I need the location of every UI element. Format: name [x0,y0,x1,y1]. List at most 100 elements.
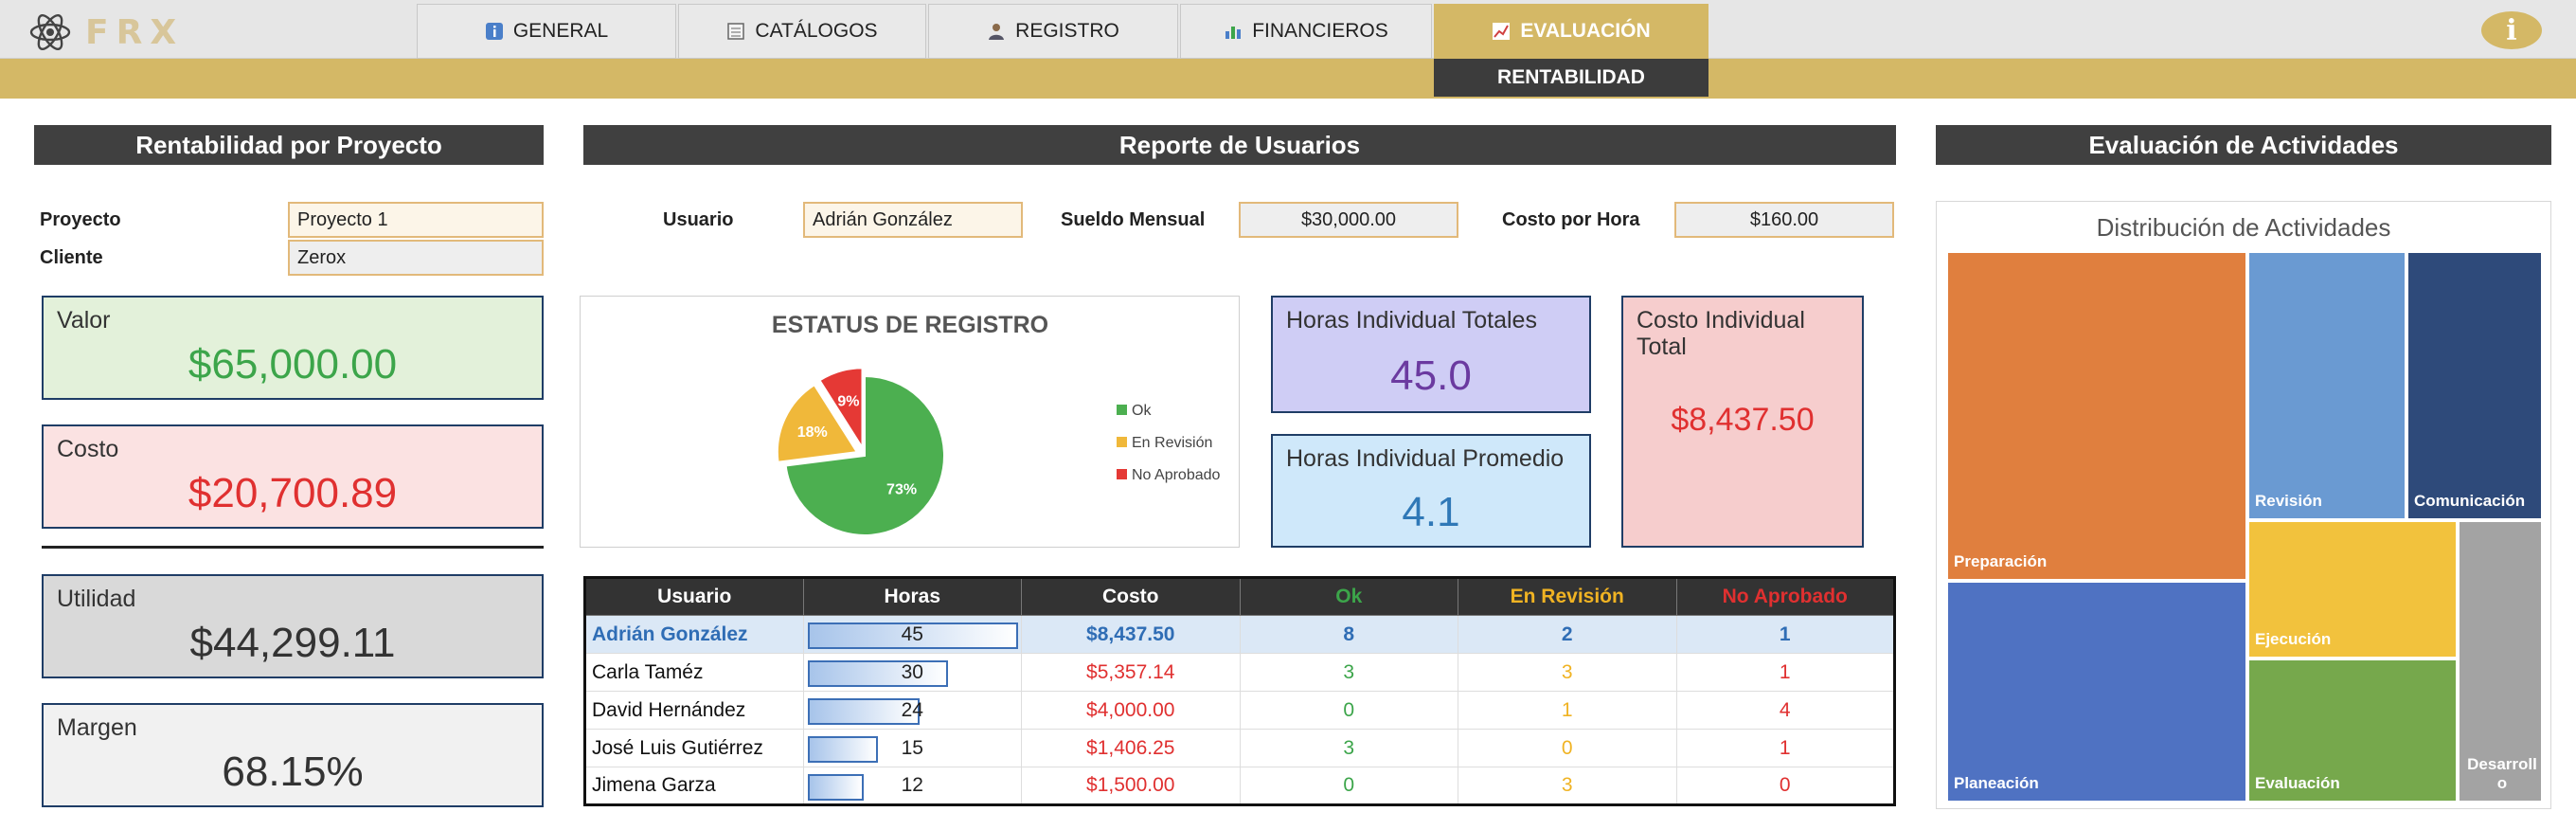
tab-financieros[interactable]: FINANCIEROS [1180,4,1432,59]
cell-usuario: Adrián González [584,615,803,654]
costo-total-value: $8,437.50 [1671,402,1815,438]
cell-no-aprobado: 1 [1675,653,1895,692]
cell-horas: 15 [802,729,1022,767]
col-revision: En Revisión [1458,577,1677,616]
cell-ok: 3 [1239,729,1458,767]
divider [42,546,544,549]
proyecto-label: Proyecto [40,209,121,230]
app-logo: FRX [28,6,184,59]
catalog-icon [727,23,745,40]
cell-no-aprobado: 0 [1675,767,1895,805]
treemap-chart: Distribución de Actividades Preparación P… [1936,201,2551,809]
usuario-field[interactable]: Adrián González [803,202,1023,238]
hours-bar [807,774,864,801]
tab-label: CATÁLOGOS [755,20,878,42]
costo-total-label: Costo Individual Total [1637,307,1805,360]
col-no-aprobado: No Aprobado [1675,577,1895,616]
bar-chart-icon [1225,27,1242,39]
margen-value: 68.15% [222,749,364,795]
line-chart-icon [1493,23,1511,40]
treemap-label: Evaluación [2255,774,2340,792]
hours-value: 45 [901,622,923,645]
info-button[interactable]: i [2481,11,2542,49]
subtab-rentabilidad[interactable]: RENTABILIDAD [1434,59,1708,97]
cell-usuario: Carla Taméz [584,653,803,692]
hours-bar [807,622,1018,649]
cell-ok: 8 [1239,615,1458,654]
cell-costo: $8,437.50 [1021,615,1240,654]
costo-label: Costo [57,436,119,462]
pie-chart-svg: ESTATUS DE REGISTRO 73% 18% 9% Ok En Revisi… [772,312,1221,536]
sueldo-label: Sueldo Mensual [1061,209,1206,230]
section-header-rentabilidad: Rentabilidad por Proyecto [34,125,544,165]
horas-promedio-card: Horas Individual Promedio 4.1 [1271,434,1591,548]
proyecto-field[interactable]: Proyecto 1 [288,202,544,238]
cliente-label: Cliente [40,247,103,268]
costo-hora-label: Costo por Hora [1502,209,1640,230]
margen-card: Margen 68.15% [42,703,544,807]
tab-registro[interactable]: REGISTRO [928,4,1178,59]
utilidad-label: Utilidad [57,586,136,612]
horas-promedio-label: Horas Individual Promedio [1286,445,1565,472]
horas-promedio-value: 4.1 [1402,489,1460,535]
treemap-area: Preparación Planeación Revisión Comunicació… [1946,251,2543,803]
section-header-reporte: Reporte de Usuarios [583,125,1896,165]
legend-label: Ok [1132,403,1152,419]
col-ok: Ok [1239,577,1458,616]
treemap-label: Planeación [1954,774,2039,792]
cell-no-aprobado: 1 [1675,615,1895,654]
table-row[interactable]: Adrián González 45 $8,437.50 8 2 1 [584,615,1895,654]
cell-costo: $1,500.00 [1021,767,1240,805]
table-row[interactable]: José Luis Gutiérrez 15 $1,406.25 3 0 1 [584,729,1895,767]
main-tabs: GENERAL CATÁLOGOS REGISTRO FINANCIEROS E… [417,4,1710,59]
table-row[interactable]: Carla Taméz 30 $5,357.14 3 3 1 [584,653,1895,692]
table-row[interactable]: Jimena Garza 12 $1,500.00 0 3 0 [584,767,1895,805]
pie-data-label: 73% [886,481,917,497]
table-row[interactable]: David Hernández 24 $4,000.00 0 1 4 [584,691,1895,730]
treemap-tile-6: Desarrollo [2458,520,2543,803]
utilidad-value: $44,299.11 [189,620,396,666]
costo-hora-field: $160.00 [1674,202,1894,238]
user-icon [989,24,1005,40]
hours-value: 24 [901,698,923,721]
legend-label: En Revisión [1132,435,1212,451]
cell-revision: 2 [1458,615,1676,654]
horas-totales-card: Horas Individual Totales 45.0 [1271,296,1591,413]
tab-catalogos[interactable]: CATÁLOGOS [678,4,926,59]
pie-chart: ESTATUS DE REGISTRO 73% 18% 9% Ok En Revisi… [580,296,1240,548]
hours-value: 15 [901,736,923,759]
utilidad-card: Utilidad $44,299.11 [42,574,544,678]
gold-ribbon [0,59,2576,99]
cell-horas: 24 [802,691,1022,730]
usuario-label: Usuario [663,209,734,230]
hours-bar [807,660,948,687]
costo-total-card: Costo Individual Total $8,437.50 [1621,296,1864,548]
treemap-label: Preparación [1954,552,2048,570]
treemap-tile-0: Preparación [1946,251,2247,581]
pie-slice-2 [818,367,864,451]
legend-label: No Aprobado [1132,467,1221,483]
treemap-tile-4: Ejecución [2247,520,2458,659]
tab-evaluacion[interactable]: EVALUACIÓN [1434,4,1708,59]
cell-revision: 0 [1458,729,1676,767]
hours-bar [807,736,878,763]
cell-usuario: Jimena Garza [584,767,803,805]
legend-swatch [1117,405,1127,415]
hours-value: 12 [901,774,923,796]
horas-totales-label: Horas Individual Totales [1286,307,1537,334]
cell-horas: 30 [802,653,1022,692]
tab-label: EVALUACIÓN [1520,20,1651,42]
valor-label: Valor [57,307,111,334]
legend-swatch [1117,469,1127,479]
users-table: Usuario Horas Costo Ok En Revisión No Ap… [583,576,1896,806]
tab-general[interactable]: GENERAL [417,4,676,59]
info-icon [485,23,503,40]
treemap-label: Revisión [2255,492,2322,510]
cliente-field: Zerox [288,240,544,276]
tab-label: REGISTRO [1015,20,1119,42]
costo-card: Costo $20,700.89 [42,424,544,529]
treemap-label: Desarrollo [2467,755,2537,792]
cell-revision: 3 [1458,653,1676,692]
treemap-tile-5: Evaluación [2247,659,2458,803]
cell-revision: 1 [1458,691,1676,730]
